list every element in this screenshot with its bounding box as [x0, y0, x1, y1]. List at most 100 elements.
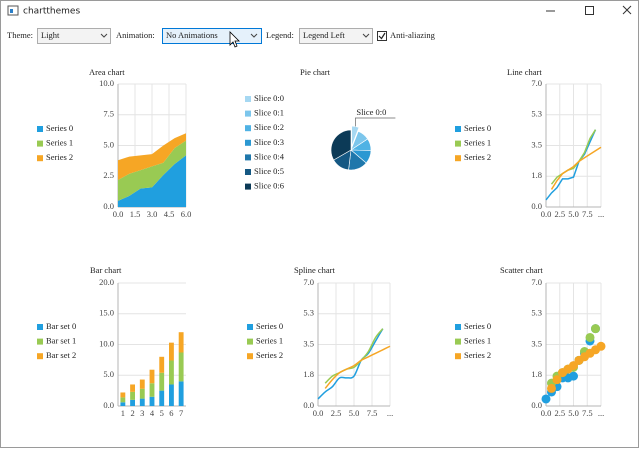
animation-label: Animation:: [116, 30, 155, 40]
legend-swatch: [37, 155, 43, 162]
scatter-point: [547, 383, 556, 393]
x-tick-label: 0.0: [541, 408, 552, 418]
legend-swatch: [37, 338, 43, 345]
legend-swatch: [245, 125, 251, 132]
legend-label: Slice 0:5: [254, 166, 284, 176]
y-tick-label: 20.0: [99, 277, 114, 287]
spline: [324, 328, 384, 384]
legend-label: Series 1: [464, 138, 491, 148]
area: [118, 155, 186, 207]
legend-label: Slice 0:6: [254, 181, 284, 191]
pie-slice-label: Slice 0:0: [356, 107, 386, 117]
legend-swatch: [247, 353, 253, 360]
bar: [130, 391, 135, 400]
y-tick-label: 0.0: [531, 400, 542, 410]
combo-arrow: [100, 33, 108, 38]
chart-title: Bar chart: [90, 265, 122, 275]
y-tick-label: 0.0: [103, 201, 114, 211]
animation-value: No Animations: [166, 30, 218, 40]
checkmark: [378, 32, 386, 40]
x-tick-label: 2.5: [331, 408, 342, 418]
x-tick-label: 5.0: [568, 408, 579, 418]
x-tick-label: 5: [160, 408, 164, 418]
legend-label: Slice 0:1: [254, 108, 284, 118]
x-tick-label: 7.5: [367, 408, 378, 418]
x-tick-label: 3.0: [147, 209, 158, 219]
x-tick-label: ...: [598, 408, 604, 418]
legend-swatch: [245, 96, 251, 102]
legend-swatch: [247, 324, 253, 330]
legend-label: Slice 0:2: [254, 122, 284, 132]
bar: [169, 384, 174, 406]
window-title: chartthemes: [23, 7, 80, 17]
line: [550, 146, 602, 190]
antialiasing-checkbox[interactable]: [377, 31, 387, 41]
scatter-point: [596, 341, 606, 351]
x-tick-label: 5.0: [349, 408, 360, 418]
pie-slice: [330, 129, 352, 161]
close-button[interactable]: [622, 5, 632, 15]
x-tick-label: 7.5: [582, 209, 593, 219]
y-tick-label: 5.3: [531, 308, 542, 318]
pie-slice: [351, 125, 360, 147]
y-tick-label: 10.0: [99, 78, 114, 88]
bar: [178, 332, 184, 353]
y-tick-label: 0.0: [531, 201, 542, 211]
y-tick-label: 5.0: [103, 139, 114, 149]
chart-title: Scatter chart: [500, 265, 543, 275]
legend-swatch: [245, 183, 251, 190]
legend-label: Bar set 0: [46, 321, 76, 331]
legend-label: Series 2: [46, 152, 73, 162]
x-tick-label: 4: [150, 408, 155, 418]
chart-title: Pie chart: [300, 67, 331, 77]
theme-combo[interactable]: [37, 28, 111, 44]
legend-label: Series 0: [464, 123, 491, 133]
bar: [139, 398, 145, 406]
bar: [139, 388, 145, 399]
x-tick-label: 2.5: [554, 408, 565, 418]
chart-title: Area chart: [89, 67, 125, 77]
area: [118, 140, 186, 201]
legend-label: Slice 0:0: [254, 93, 284, 103]
bar: [139, 379, 145, 389]
x-tick-label: ...: [598, 209, 604, 219]
combo-arrow: [362, 33, 370, 38]
legend-swatch: [245, 169, 251, 175]
y-tick-label: 10.0: [99, 338, 114, 348]
legend-label: Slice 0:3: [254, 137, 284, 147]
legend-swatch: [455, 324, 461, 330]
bar: [130, 384, 135, 392]
maximize-button[interactable]: [585, 6, 594, 15]
y-tick-label: 7.5: [103, 109, 114, 119]
app-icon-inner: [10, 9, 13, 13]
bar: [130, 399, 135, 406]
legend-swatch: [37, 353, 43, 360]
legend-swatch: [455, 338, 461, 345]
scatter-point: [569, 371, 578, 381]
bar: [169, 342, 174, 361]
y-tick-label: 0.0: [103, 400, 114, 410]
chart-title: Spline chart: [294, 265, 335, 275]
y-tick-label: 7.0: [303, 277, 314, 287]
legend-label: Slice 0:4: [254, 151, 285, 161]
x-tick-label: 1: [121, 408, 125, 418]
legend-swatch: [455, 155, 461, 162]
legend-swatch: [455, 126, 461, 132]
legend-swatch: [455, 140, 461, 147]
area: [118, 133, 186, 180]
legend-label: Bar set 1: [46, 336, 76, 346]
legend-swatch: [455, 353, 461, 360]
y-tick-label: 7.0: [531, 78, 542, 88]
legend-combo[interactable]: [299, 28, 373, 44]
legend-label: Series 0: [256, 321, 283, 331]
legend-swatch: [245, 154, 251, 161]
x-tick-label: ...: [387, 408, 393, 418]
scatter-point: [585, 332, 595, 342]
bar: [169, 360, 174, 385]
spline: [324, 345, 391, 389]
y-tick-label: 3.5: [303, 338, 314, 348]
legend-label: Series 1: [46, 138, 73, 148]
legend-label: Series 2: [464, 350, 491, 360]
legend-swatch: [37, 324, 43, 330]
legend-swatch: [247, 338, 253, 345]
